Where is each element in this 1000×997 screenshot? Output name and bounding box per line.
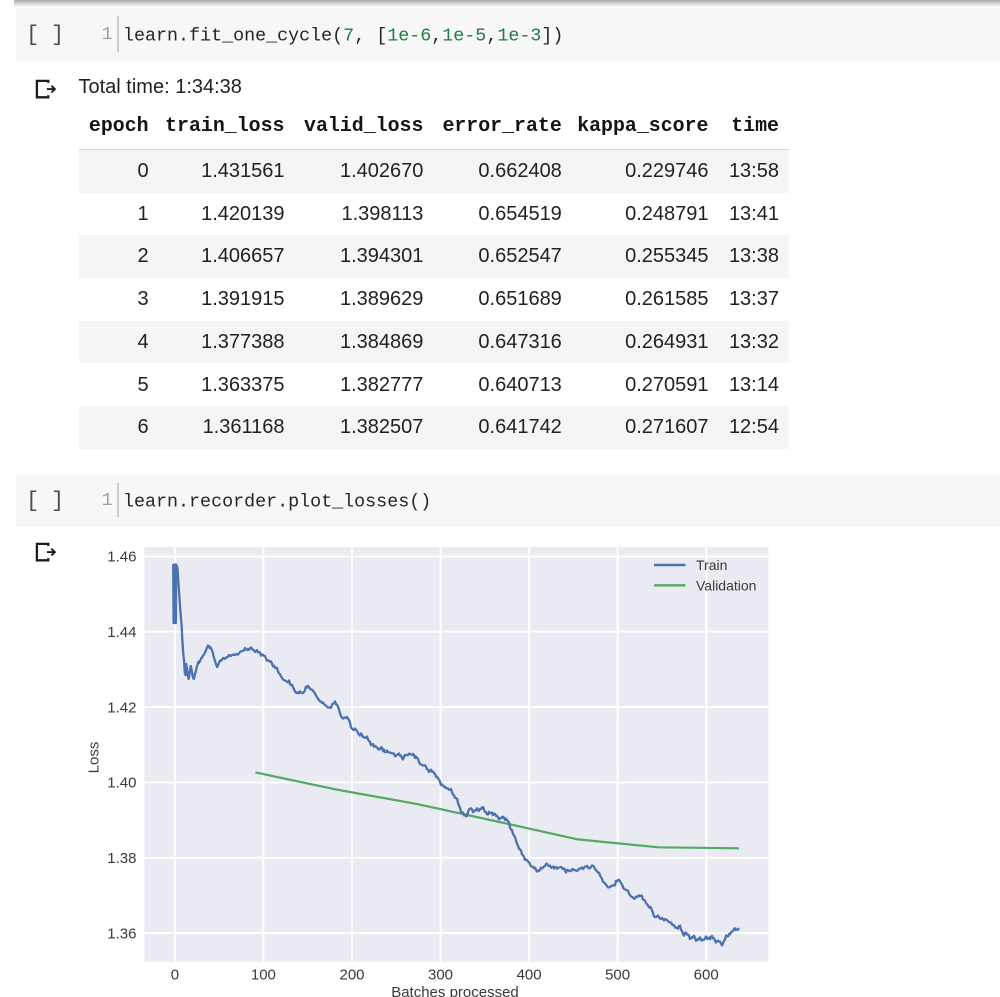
- svg-text:400: 400: [517, 967, 542, 984]
- svg-text:1.46: 1.46: [107, 549, 136, 566]
- svg-text:Loss: Loss: [86, 742, 103, 774]
- svg-text:1.38: 1.38: [107, 850, 136, 867]
- svg-text:Validation: Validation: [696, 577, 756, 593]
- svg-text:1.44: 1.44: [107, 624, 136, 641]
- svg-text:300: 300: [428, 967, 453, 984]
- svg-text:500: 500: [605, 967, 630, 984]
- svg-text:100: 100: [251, 967, 276, 984]
- svg-text:200: 200: [339, 967, 364, 984]
- svg-text:0: 0: [171, 967, 179, 984]
- svg-text:Train: Train: [696, 557, 727, 573]
- svg-text:600: 600: [694, 967, 719, 984]
- svg-text:1.42: 1.42: [107, 699, 136, 716]
- svg-text:1.36: 1.36: [107, 925, 136, 942]
- svg-text:1.40: 1.40: [107, 775, 136, 792]
- svg-text:Batches processed: Batches processed: [391, 984, 519, 997]
